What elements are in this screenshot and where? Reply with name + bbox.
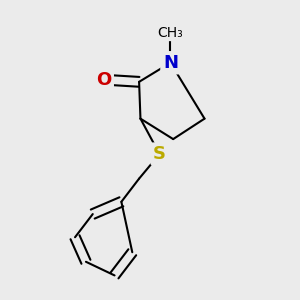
Text: N: N (163, 54, 178, 72)
Text: O: O (96, 71, 111, 89)
Text: S: S (153, 145, 166, 163)
Text: CH₃: CH₃ (158, 26, 183, 40)
